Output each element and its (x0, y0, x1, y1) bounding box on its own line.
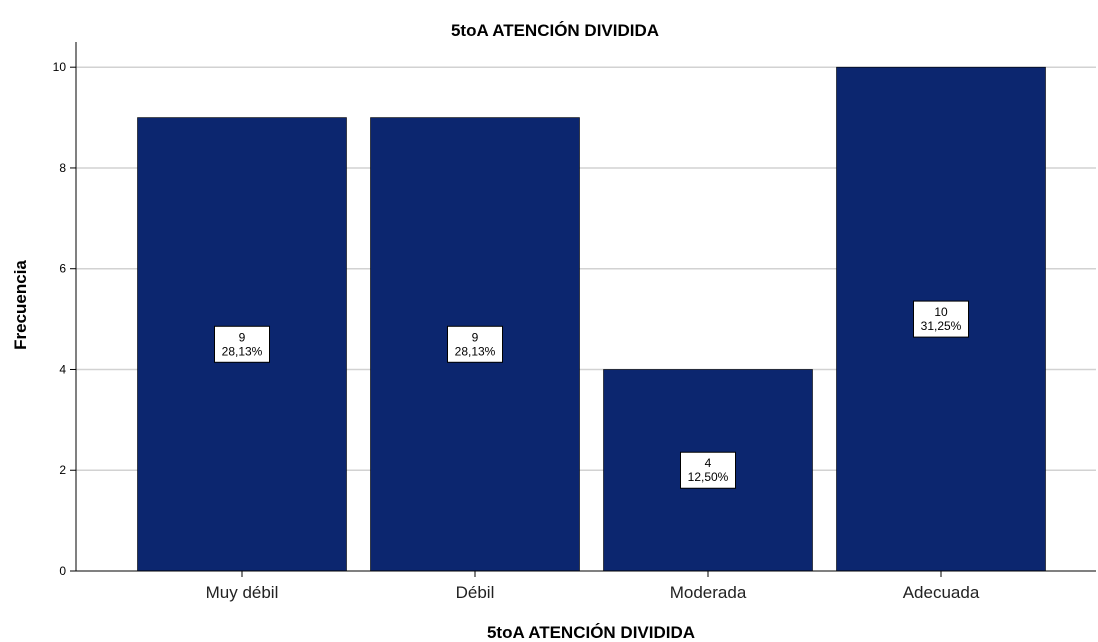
data-label-percent: 31,25% (921, 319, 962, 333)
chart-title: 5toA ATENCIÓN DIVIDIDA (451, 21, 659, 40)
data-label-count: 4 (705, 456, 712, 470)
y-axis-title: Frecuencia (11, 260, 30, 350)
x-tick-label: Débil (456, 583, 495, 602)
bars (137, 66, 1046, 572)
x-axis-title: 5toA ATENCIÓN DIVIDIDA (487, 623, 695, 642)
y-tick-label: 2 (59, 463, 66, 477)
axes (75, 42, 1096, 572)
data-label-count: 10 (934, 305, 948, 319)
x-tick-label: Muy débil (206, 583, 279, 602)
data-label: 928,13% (214, 325, 270, 363)
data-label-box (447, 325, 503, 363)
data-label-percent: 28,13% (222, 344, 263, 358)
data-label-box (214, 325, 270, 363)
data-label-count: 9 (239, 330, 246, 344)
data-label-count: 9 (472, 330, 479, 344)
data-label-box (680, 451, 736, 489)
data-label: 412,50% (680, 451, 736, 489)
y-axis-ticks: 0 2 4 6 8 10 (53, 60, 76, 578)
data-label-percent: 12,50% (688, 470, 729, 484)
y-tick-label: 6 (59, 262, 66, 276)
y-tick-label: 10 (53, 60, 67, 74)
data-label-box (913, 300, 969, 338)
data-label-percent: 28,13% (455, 344, 496, 358)
y-tick-label: 0 (59, 564, 66, 578)
y-tick-label: 4 (59, 362, 66, 376)
x-axis-ticks: Muy débil Débil Moderada Adecuada (206, 571, 980, 602)
data-label: 928,13% (447, 325, 503, 363)
x-tick-label: Adecuada (903, 583, 980, 602)
y-tick-label: 8 (59, 161, 66, 175)
x-tick-label: Moderada (670, 583, 747, 602)
